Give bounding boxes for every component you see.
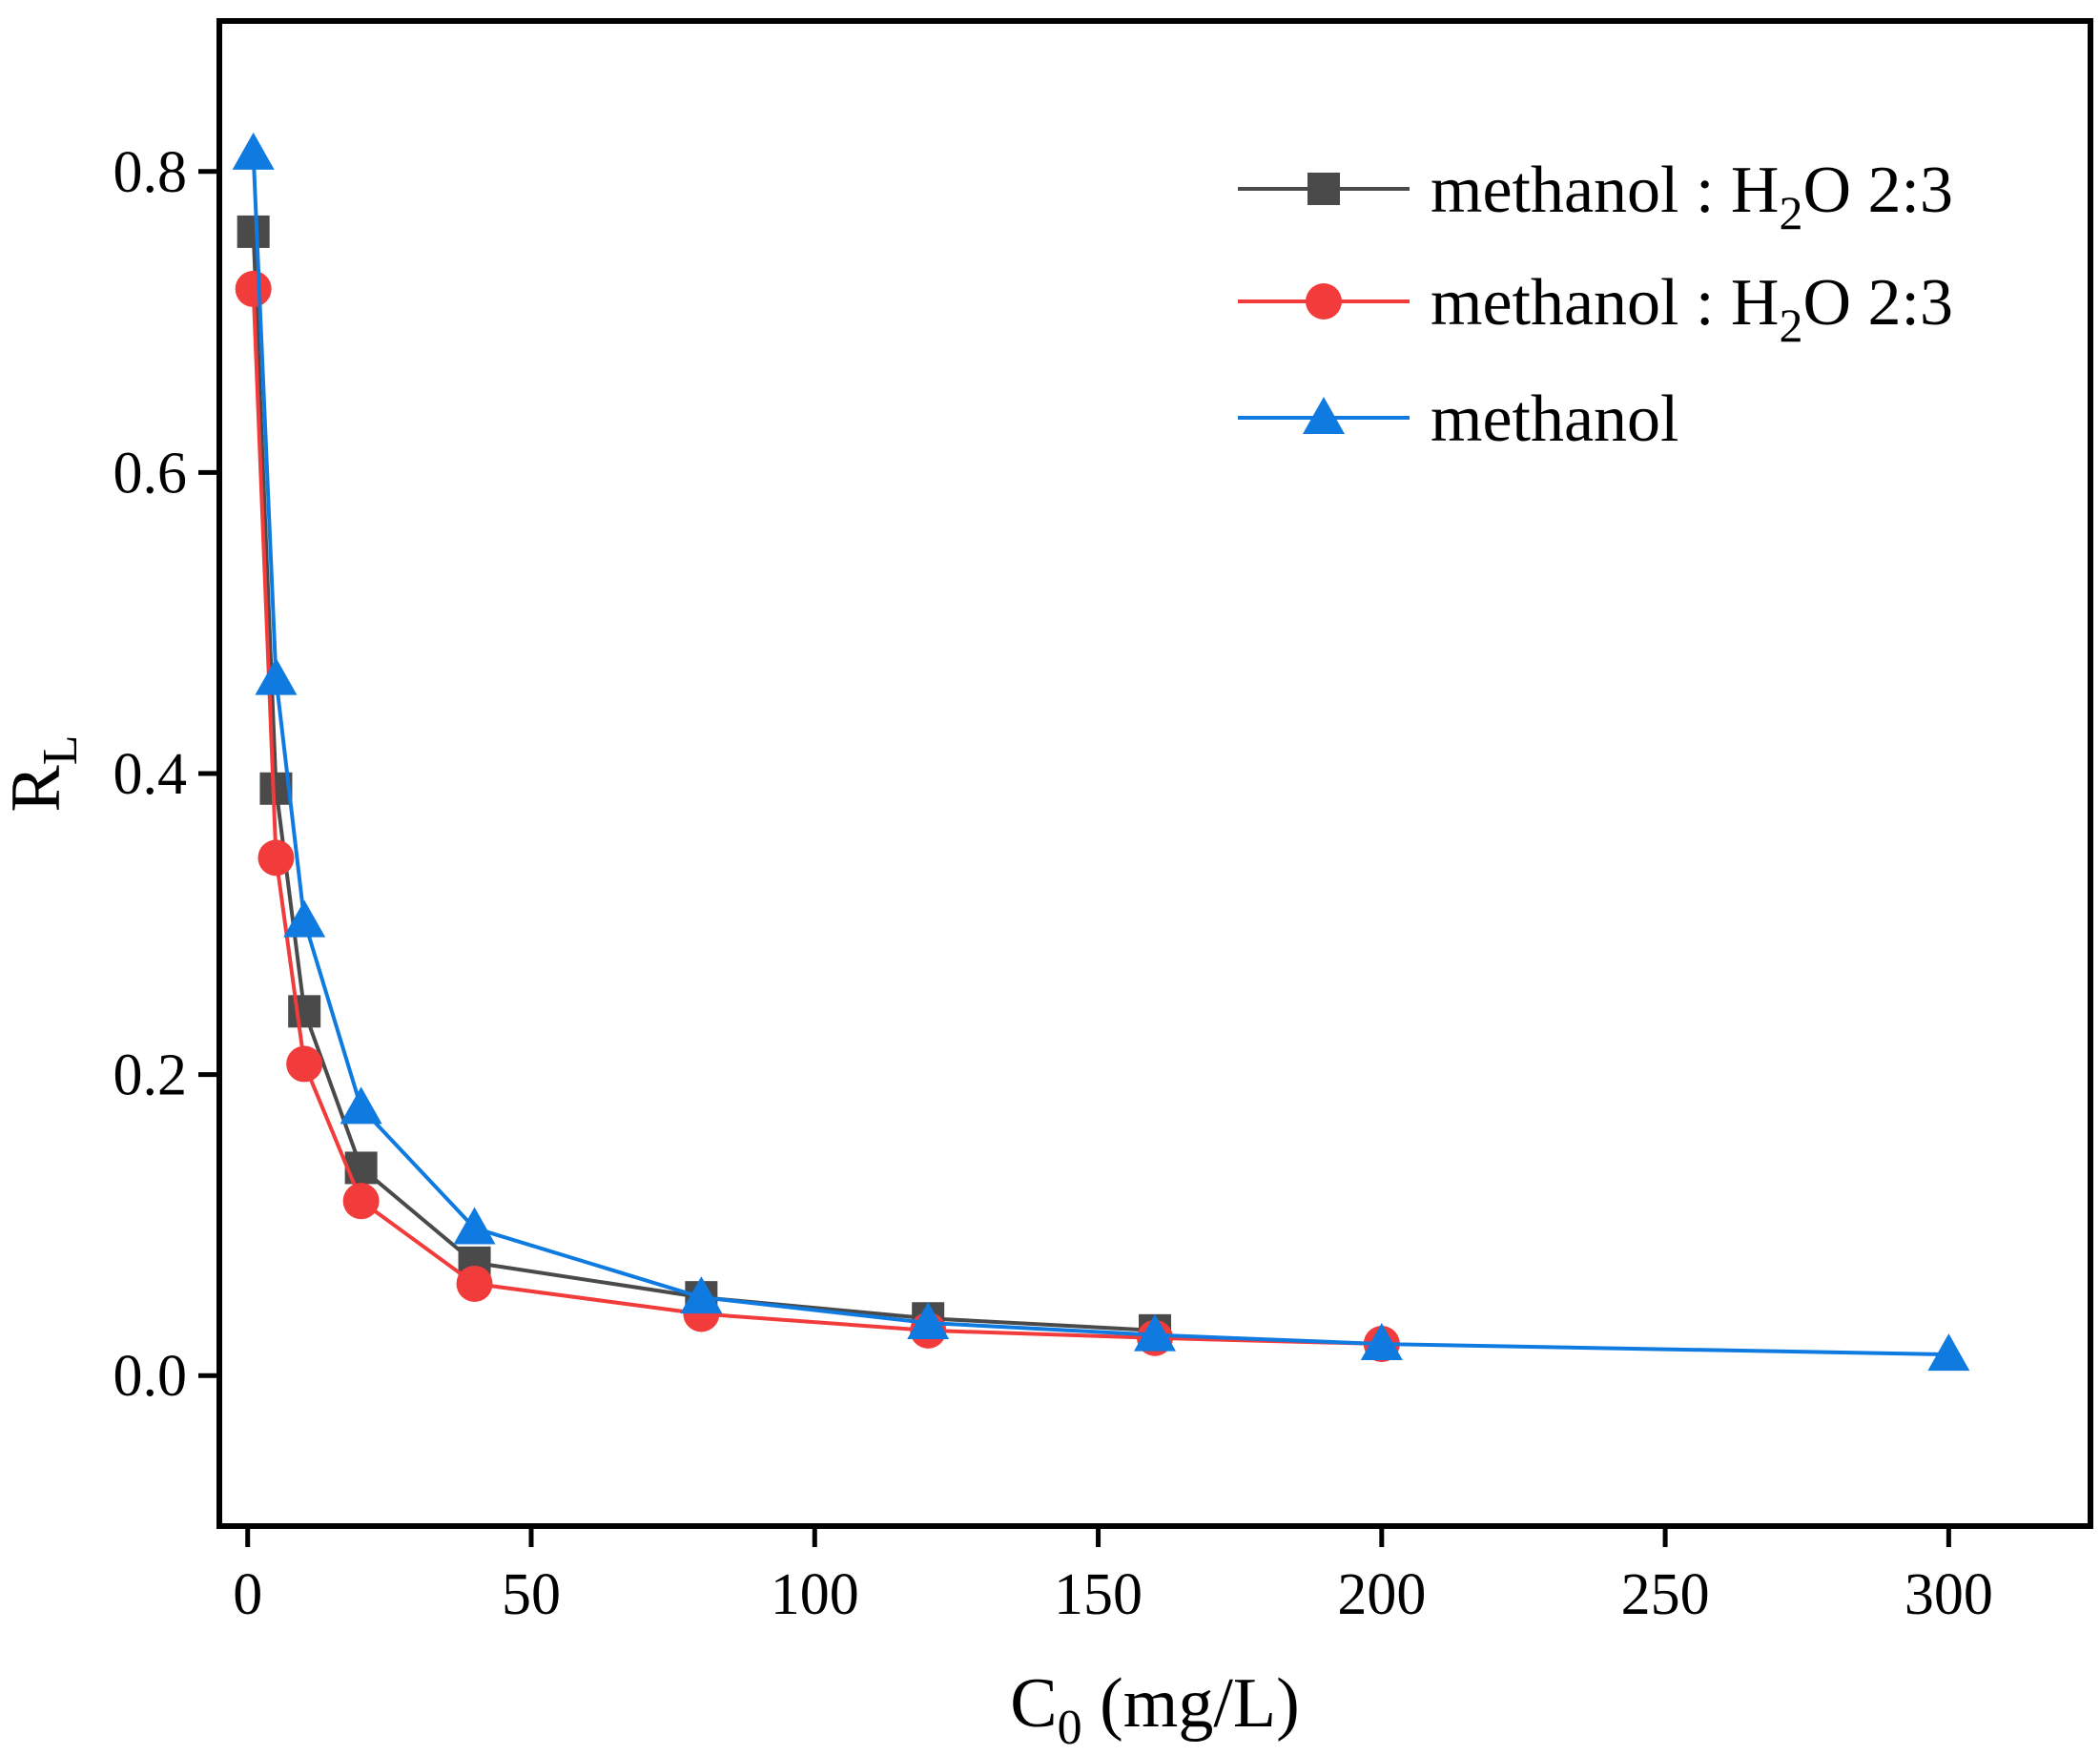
series-3-point: [232, 132, 275, 170]
x-axis-title: C0 (mg/L): [1010, 1664, 1299, 1755]
legend-item-2: methanol : H2O 2:3: [1238, 266, 1953, 352]
legend-label: methanol : H2O 2:3: [1431, 266, 1953, 352]
legend-swatch-marker: [1303, 397, 1345, 434]
x-tick-label: 0: [233, 1562, 262, 1627]
series-3-point: [1927, 1333, 1970, 1372]
series-3-point: [255, 657, 298, 695]
legend-label: methanol : H2O 2:3: [1431, 154, 1953, 239]
x-tick-label: 200: [1337, 1562, 1426, 1627]
series-1-point: [237, 215, 270, 248]
x-tick-label: 150: [1054, 1562, 1143, 1627]
x-axis-ticks: 0 50 100 150 200 250 300: [233, 1526, 1993, 1627]
legend: methanol : H2O 2:3 methanol : H2O 2:3 meth…: [1238, 154, 1953, 456]
series-3-point: [1134, 1313, 1176, 1352]
series-2-line: [251, 288, 1382, 1347]
series-layer: [232, 132, 1970, 1372]
legend-label: methanol: [1431, 382, 1678, 456]
series-3-line: [251, 153, 1949, 1357]
series-2-point: [235, 270, 272, 307]
x-tick-label: 250: [1621, 1562, 1710, 1627]
plot-frame: [216, 18, 2093, 1529]
series-3: [232, 132, 1970, 1372]
legend-swatch-marker: [1307, 173, 1340, 205]
y-tick-label: 0.8: [113, 140, 188, 205]
y-axis-title: RL: [0, 734, 88, 812]
series-2-point: [286, 1045, 323, 1083]
series-2-point: [342, 1183, 380, 1220]
series-1-line: [251, 231, 1156, 1332]
series-3-point: [340, 1086, 382, 1125]
series-2-point: [456, 1265, 493, 1302]
series-3-point: [680, 1276, 723, 1314]
series-1: [237, 215, 1171, 1347]
series-3-point: [907, 1301, 950, 1339]
x-tick-label: 50: [502, 1562, 561, 1627]
y-tick-label: 0.6: [113, 441, 188, 506]
series-1-point: [288, 995, 321, 1028]
series-2-point: [257, 839, 295, 877]
legend-item-1: methanol : H2O 2:3: [1238, 154, 1953, 239]
legend-item-3: methanol: [1238, 382, 1678, 456]
series-3-point: [283, 899, 326, 938]
series-2: [235, 270, 1400, 1363]
series-1-point: [344, 1151, 378, 1185]
y-tick-label: 0.2: [113, 1043, 188, 1108]
y-tick-label: 0.0: [113, 1344, 188, 1409]
x-tick-label: 100: [771, 1562, 859, 1627]
y-axis-ticks: 0.0 0.2 0.4 0.6 0.8: [113, 140, 219, 1409]
series-3-point: [453, 1207, 496, 1245]
legend-swatch-marker: [1306, 283, 1342, 320]
x-tick-label: 300: [1904, 1562, 1993, 1627]
y-tick-label: 0.4: [113, 742, 188, 807]
series-3-point: [1360, 1323, 1403, 1361]
